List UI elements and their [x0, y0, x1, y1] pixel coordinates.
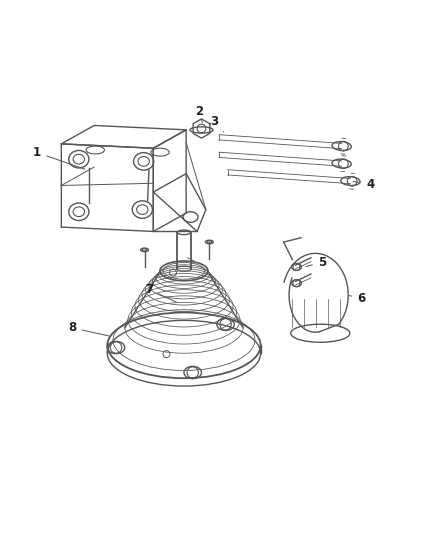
Text: 3: 3 — [211, 116, 224, 132]
Text: 1: 1 — [33, 146, 85, 169]
Text: 6: 6 — [349, 292, 365, 304]
Text: 5: 5 — [306, 256, 326, 269]
Text: 7: 7 — [145, 283, 177, 303]
Text: 8: 8 — [68, 321, 109, 336]
Text: 2: 2 — [195, 104, 203, 123]
Text: 4: 4 — [353, 177, 374, 191]
